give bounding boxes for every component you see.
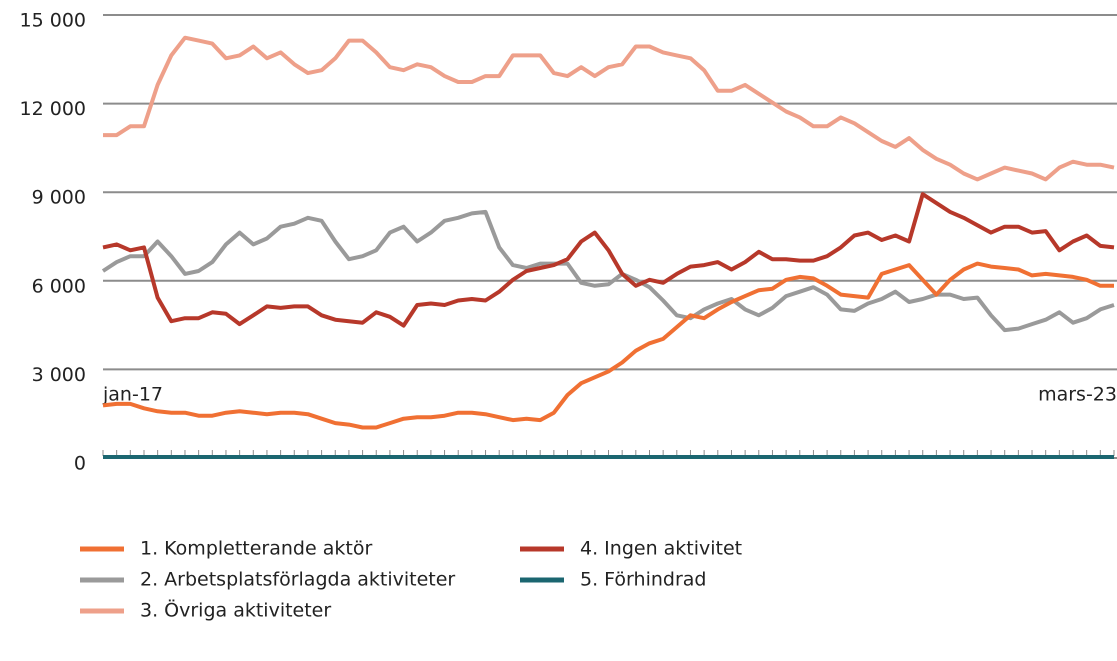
series-line [102,192,1115,328]
series-line [101,209,1115,333]
legend-label: 2. Arbetsplatsförlagda aktiviteter [140,569,455,591]
legend-label: 3. Övriga aktiviteter [140,599,331,622]
x-tick-label: jan-17 [102,384,163,406]
y-tick-label: 12 000 [20,98,86,120]
series-line [103,35,1115,182]
y-tick-label: 0 [74,453,86,475]
legend-label: 1. Kompletterande aktör [140,538,372,560]
legend-label: 4. Ingen aktivitet [580,538,742,560]
y-tick-label: 9 000 [32,187,86,209]
y-tick-label: 3 000 [32,364,86,386]
x-tick-label: mars-23 [1038,384,1117,406]
series-line [102,261,1114,430]
y-tick-label: 6 000 [32,275,86,297]
legend-label: 5. Förhindrad [580,569,706,591]
y-tick-label: 15 000 [20,10,86,32]
